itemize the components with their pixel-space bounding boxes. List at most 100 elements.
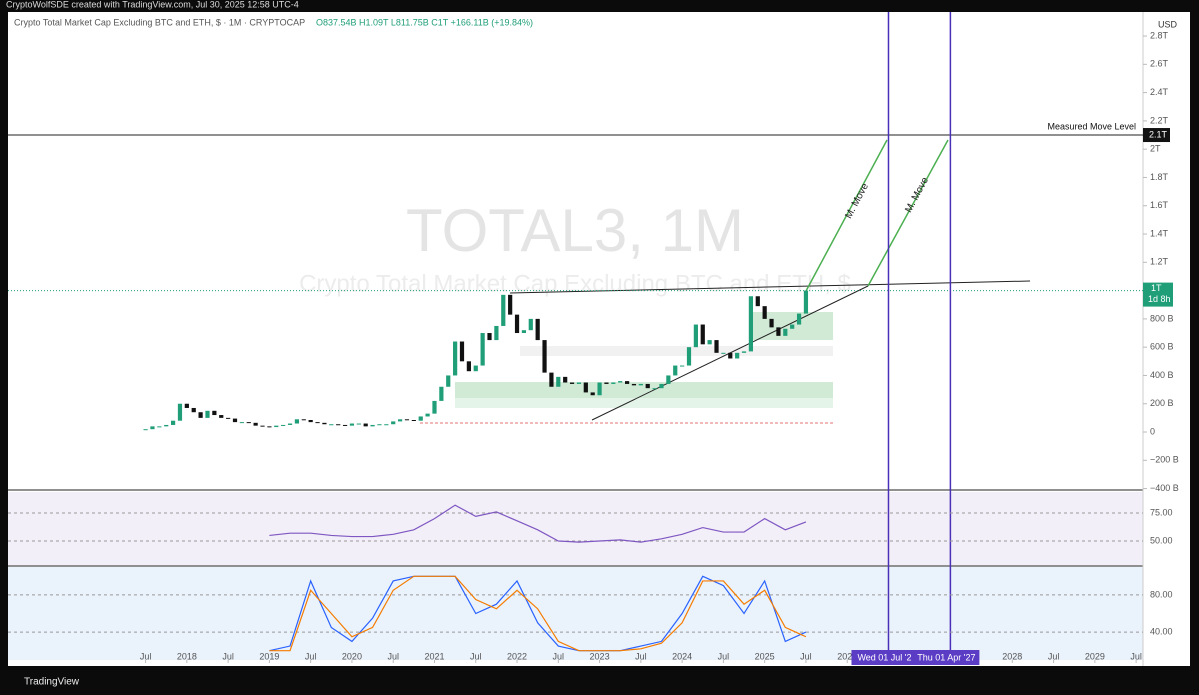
candle [232, 418, 238, 423]
y-tick-label: 1.2T [1150, 257, 1169, 267]
candle [741, 351, 747, 353]
y-tick-label: 2.2T [1150, 115, 1169, 125]
candle [680, 365, 685, 367]
candle [686, 347, 692, 366]
candle [631, 383, 637, 386]
candle [253, 422, 258, 426]
candle [143, 429, 148, 431]
candle [776, 327, 781, 336]
candle [226, 417, 231, 419]
x-tick-label: 2021 [424, 651, 444, 661]
x-tick-label: 2026 [837, 651, 857, 661]
candle [473, 365, 478, 372]
candle [576, 382, 582, 384]
x-tick-label: Jul [553, 651, 565, 661]
candle [377, 424, 382, 426]
candle [308, 419, 313, 423]
candle [735, 352, 740, 359]
candle [494, 325, 499, 341]
candle [150, 426, 155, 430]
candle [212, 410, 217, 416]
x-tick-label: Jul [470, 651, 482, 661]
candle [459, 341, 465, 362]
candle [453, 341, 458, 376]
currency: USD [1158, 19, 1178, 29]
candle [425, 413, 430, 417]
candle [439, 386, 444, 401]
stoch-pane-bg [8, 567, 1143, 660]
candle [728, 352, 733, 359]
candle [384, 424, 389, 426]
candle [569, 382, 575, 384]
date-label-bg [851, 650, 918, 665]
candle [246, 422, 251, 424]
candle [432, 400, 437, 414]
y-tick-label: 1.4T [1150, 228, 1169, 238]
price-label-bg [1143, 128, 1170, 143]
x-tick-label: 2023 [590, 651, 610, 661]
candle [356, 423, 361, 425]
y-tick-label: 2.8T [1150, 30, 1169, 40]
y-tick-label: −400 B [1150, 483, 1179, 493]
y-tick-label: 2T [1150, 144, 1161, 154]
footer [0, 666, 1199, 695]
y-tick-label: 400 B [1150, 370, 1174, 380]
y-tick-label: −200 B [1150, 455, 1179, 465]
candle [693, 324, 698, 348]
candle [700, 324, 705, 345]
candle [508, 294, 513, 315]
x-tick-label: Jul [222, 651, 234, 661]
candle [790, 324, 795, 329]
countdown: 1d 8h [1148, 294, 1171, 304]
candle [556, 376, 561, 387]
y-tick-label: 200 B [1150, 398, 1174, 408]
zone [455, 382, 833, 398]
x-tick-label: Jul [800, 651, 812, 661]
candle [597, 382, 602, 396]
current-price-label: 1T [1151, 283, 1162, 293]
candle [157, 426, 162, 428]
x-tick-label: 2028 [1002, 651, 1022, 661]
candle [666, 375, 671, 384]
candle [611, 382, 616, 384]
y-tick-label: 75.00 [1150, 507, 1173, 517]
zone [455, 398, 833, 408]
rsi-line [269, 504, 807, 543]
candle [659, 383, 664, 389]
y-tick-label: 2.6T [1150, 59, 1169, 69]
candle [480, 333, 485, 366]
candle [714, 340, 719, 353]
candle [514, 314, 520, 334]
y-tick-label: 1.6T [1150, 200, 1169, 210]
candle [397, 419, 403, 422]
candle [645, 383, 650, 389]
x-tick-label: Jul [387, 651, 399, 661]
y-tick-label: 1.8T [1150, 172, 1169, 182]
candle [219, 415, 224, 418]
candle [748, 296, 754, 352]
zone [520, 346, 833, 356]
candle [177, 403, 183, 421]
candle [755, 296, 760, 307]
candle [521, 330, 527, 334]
x-tick-label: Jul [140, 651, 152, 661]
y-tick-label: 600 B [1150, 342, 1174, 352]
x-tick-label: Jul [1130, 651, 1142, 661]
candle [260, 425, 265, 427]
x-tick-label: Jul [718, 651, 730, 661]
x-tick-label: 2018 [177, 651, 197, 661]
x-tick-label: 2025 [755, 651, 775, 661]
x-tick-label: Jul [635, 651, 647, 661]
x-tick-label: 2020 [342, 651, 362, 661]
candle [618, 381, 623, 383]
candle [301, 419, 306, 421]
y-tick-label: 0 [1150, 426, 1155, 436]
move-line [867, 139, 949, 287]
symbol: Crypto Total Market Cap Excluding BTC an… [14, 17, 305, 27]
y-tick-label: 800 B [1150, 313, 1174, 323]
y-tick-label: 2.4T [1150, 87, 1169, 97]
brand: TradingView [24, 677, 80, 688]
x-tick-label: Jul [1048, 651, 1060, 661]
candle [336, 424, 341, 426]
